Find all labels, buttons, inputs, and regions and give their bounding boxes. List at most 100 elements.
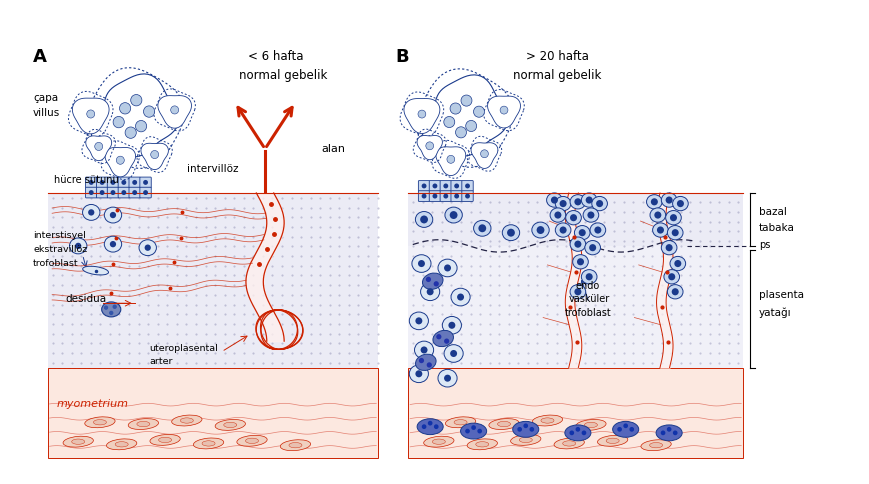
- Ellipse shape: [513, 422, 539, 438]
- Circle shape: [454, 184, 459, 189]
- Circle shape: [132, 191, 137, 196]
- FancyBboxPatch shape: [107, 188, 119, 198]
- Polygon shape: [105, 148, 136, 178]
- Ellipse shape: [502, 225, 520, 241]
- Circle shape: [421, 424, 427, 429]
- Ellipse shape: [576, 420, 606, 430]
- Circle shape: [589, 244, 596, 252]
- Ellipse shape: [94, 420, 106, 425]
- Circle shape: [421, 184, 427, 189]
- Circle shape: [581, 431, 587, 435]
- Ellipse shape: [83, 267, 109, 275]
- Text: trofoblast: trofoblast: [565, 307, 612, 317]
- Circle shape: [577, 258, 584, 266]
- Polygon shape: [422, 76, 507, 157]
- Ellipse shape: [289, 443, 302, 448]
- Circle shape: [89, 181, 94, 185]
- Circle shape: [443, 184, 448, 189]
- Circle shape: [421, 194, 427, 199]
- Circle shape: [481, 151, 488, 158]
- Circle shape: [427, 288, 434, 296]
- Circle shape: [474, 107, 485, 118]
- Text: interstisyel: interstisyel: [33, 230, 86, 240]
- Bar: [408, 194, 743, 246]
- Text: vasküler: vasküler: [569, 294, 610, 304]
- Ellipse shape: [104, 237, 122, 253]
- Text: ps: ps: [759, 240, 770, 250]
- Ellipse shape: [107, 439, 136, 450]
- Circle shape: [421, 216, 428, 224]
- Ellipse shape: [664, 270, 680, 284]
- Circle shape: [660, 431, 666, 435]
- FancyBboxPatch shape: [418, 181, 430, 192]
- Circle shape: [88, 210, 95, 216]
- Circle shape: [465, 429, 470, 434]
- Circle shape: [586, 273, 593, 281]
- Circle shape: [461, 96, 472, 107]
- Ellipse shape: [555, 197, 571, 212]
- FancyBboxPatch shape: [118, 188, 129, 198]
- Circle shape: [444, 117, 454, 128]
- Ellipse shape: [158, 438, 172, 443]
- Ellipse shape: [547, 194, 562, 208]
- Text: uteroplasental: uteroplasental: [149, 343, 218, 352]
- Circle shape: [113, 117, 124, 129]
- Ellipse shape: [585, 241, 600, 255]
- Ellipse shape: [673, 197, 688, 212]
- Text: ekstravillöz: ekstravillöz: [33, 245, 87, 254]
- Circle shape: [450, 104, 461, 115]
- Ellipse shape: [565, 425, 591, 441]
- Ellipse shape: [566, 211, 581, 226]
- Ellipse shape: [656, 425, 682, 441]
- Ellipse shape: [641, 440, 671, 451]
- FancyBboxPatch shape: [85, 188, 97, 198]
- Ellipse shape: [650, 209, 666, 223]
- Circle shape: [433, 194, 437, 199]
- Ellipse shape: [489, 419, 519, 430]
- Ellipse shape: [554, 438, 584, 449]
- FancyBboxPatch shape: [429, 181, 441, 192]
- Ellipse shape: [139, 240, 156, 256]
- Ellipse shape: [532, 223, 549, 239]
- Ellipse shape: [613, 422, 639, 438]
- Polygon shape: [404, 99, 440, 134]
- Circle shape: [579, 229, 586, 237]
- Ellipse shape: [650, 443, 663, 448]
- Circle shape: [574, 241, 581, 248]
- Circle shape: [471, 425, 476, 430]
- Text: villus: villus: [33, 108, 60, 118]
- Circle shape: [551, 197, 558, 204]
- Ellipse shape: [444, 345, 463, 363]
- Circle shape: [477, 429, 482, 434]
- Circle shape: [444, 339, 449, 344]
- Circle shape: [426, 143, 434, 151]
- Text: normal gebelik: normal gebelik: [513, 69, 601, 82]
- Circle shape: [672, 229, 679, 237]
- Text: bazal: bazal: [759, 206, 786, 216]
- FancyBboxPatch shape: [440, 191, 452, 202]
- Circle shape: [143, 191, 148, 196]
- Circle shape: [575, 427, 580, 432]
- Circle shape: [465, 194, 470, 199]
- Circle shape: [465, 184, 470, 189]
- Polygon shape: [72, 99, 109, 135]
- Text: normal gebelik: normal gebelik: [239, 69, 328, 82]
- Circle shape: [419, 358, 424, 363]
- Ellipse shape: [409, 312, 428, 330]
- Ellipse shape: [102, 302, 121, 317]
- Circle shape: [587, 212, 594, 219]
- Circle shape: [537, 227, 544, 235]
- Ellipse shape: [433, 439, 446, 444]
- Circle shape: [109, 212, 116, 219]
- Circle shape: [594, 227, 601, 234]
- Text: A: A: [33, 47, 47, 66]
- Circle shape: [143, 181, 148, 185]
- Circle shape: [433, 184, 437, 189]
- Circle shape: [672, 288, 679, 296]
- Ellipse shape: [667, 226, 683, 241]
- Ellipse shape: [202, 441, 216, 446]
- Circle shape: [517, 427, 522, 432]
- Polygon shape: [255, 310, 303, 349]
- Ellipse shape: [454, 420, 468, 425]
- Ellipse shape: [224, 423, 237, 428]
